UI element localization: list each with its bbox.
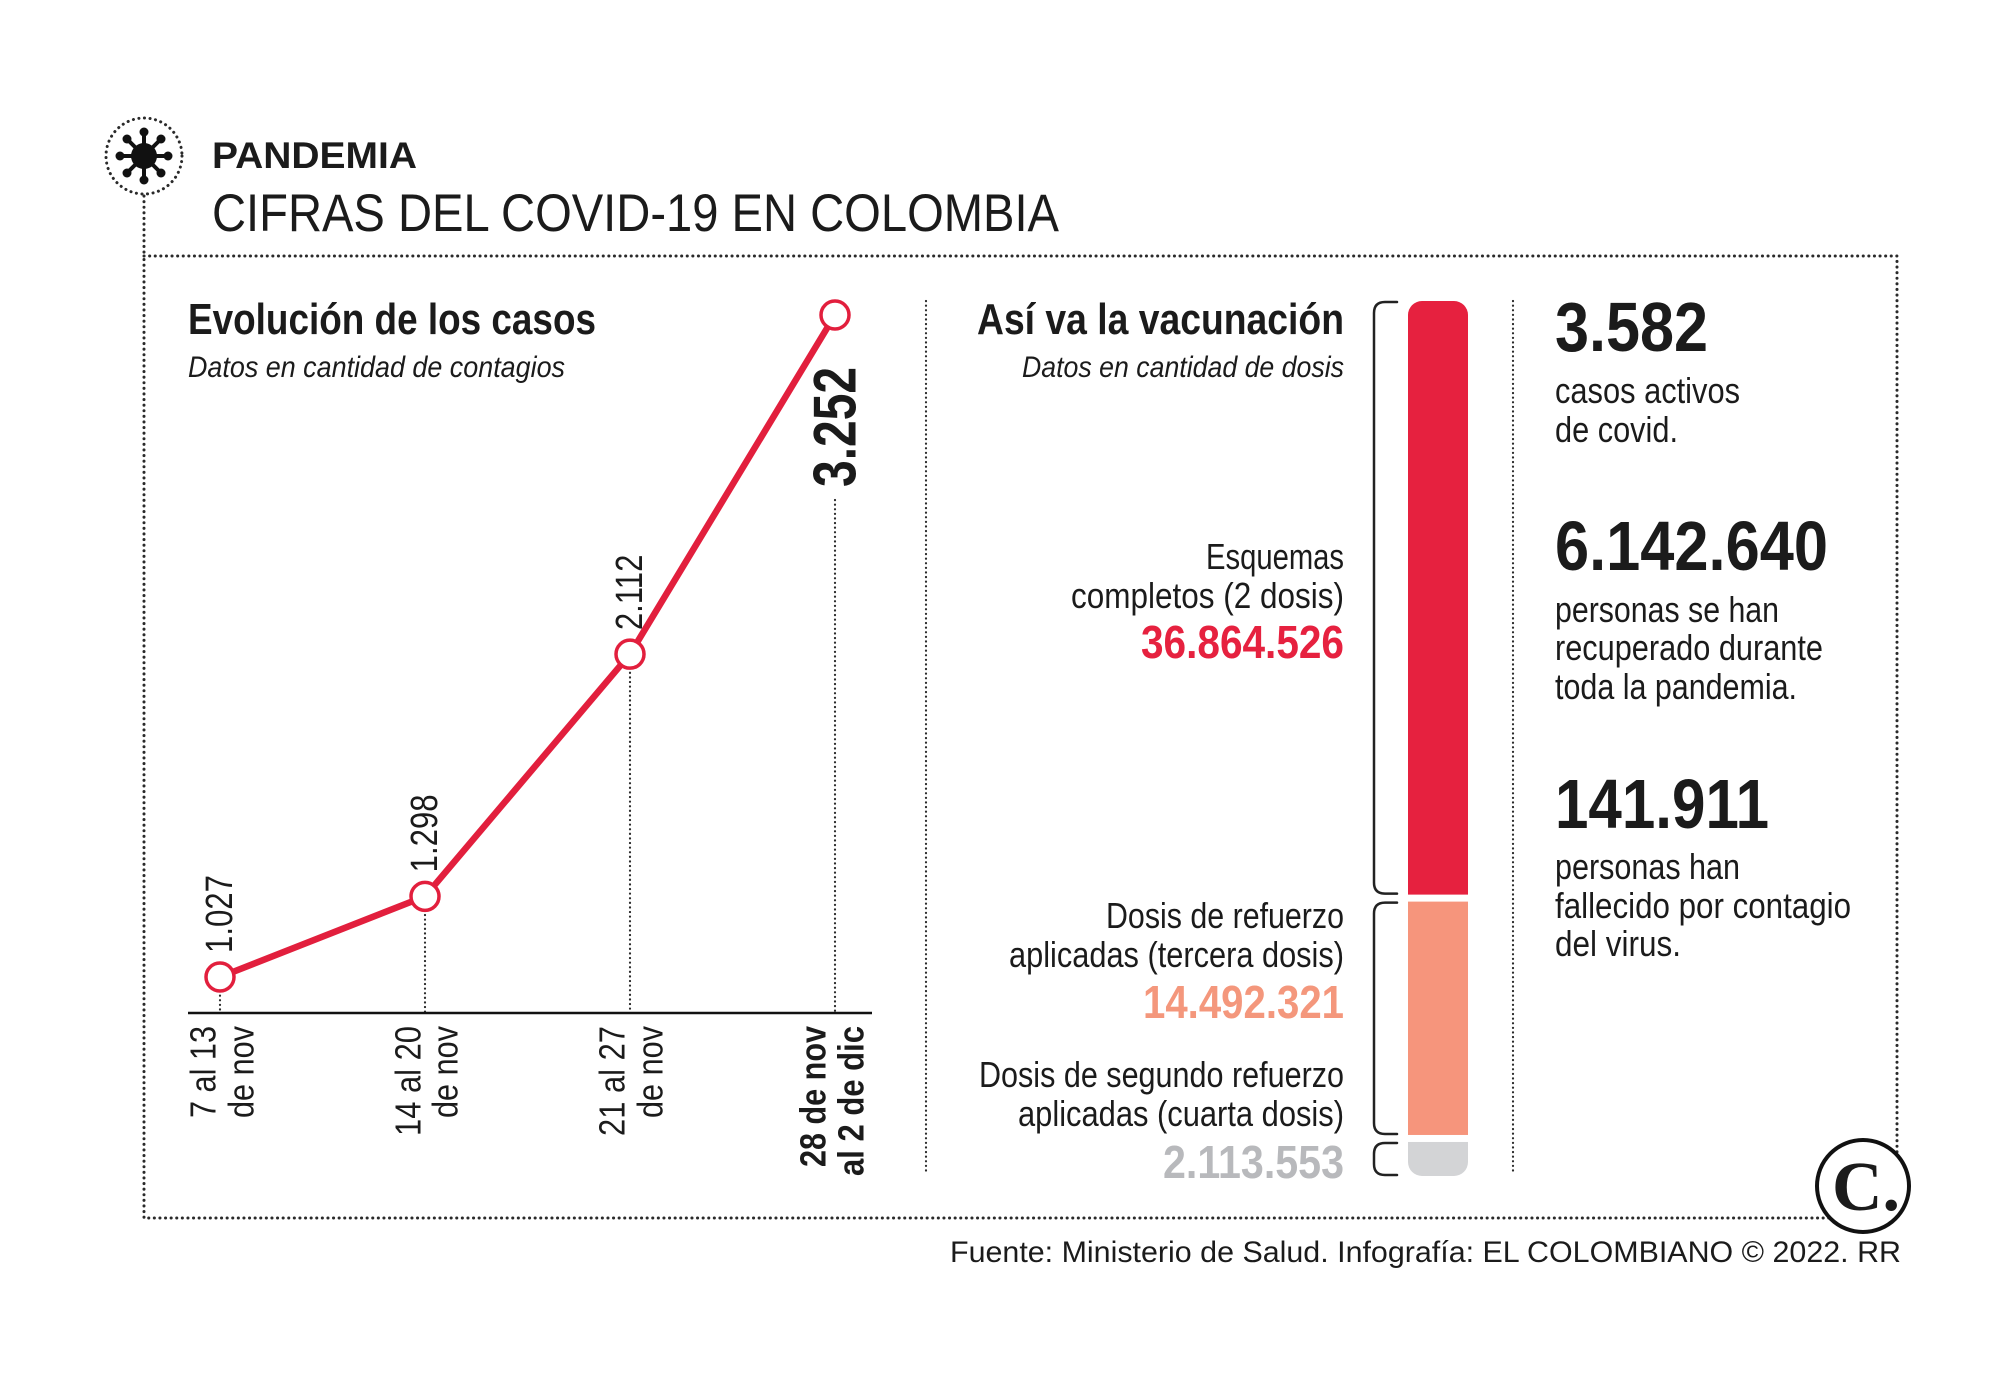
data-label: 3.252	[801, 367, 868, 487]
segment-label: aplicadas (tercera dosis)	[1009, 934, 1344, 975]
x-tick-label: de nov	[630, 1026, 671, 1118]
stat-text: del virus.	[1555, 923, 1681, 964]
section-kicker: PANDEMIA	[212, 135, 417, 176]
stat-text: recuperado durante	[1555, 627, 1823, 668]
segment-label: Dosis de segundo refuerzo	[979, 1054, 1344, 1095]
stat-text: personas se han	[1555, 589, 1779, 630]
x-tick-label: 14 al 20	[388, 1026, 429, 1136]
stat-value: 6.142.640	[1555, 507, 1828, 585]
virus-icon-ring	[104, 116, 184, 196]
virus-icon	[104, 116, 184, 196]
segment-value: 36.864.526	[1141, 616, 1344, 668]
bar-segment	[1408, 301, 1468, 895]
x-tick-label: de nov	[221, 1026, 262, 1118]
content-frame	[142, 254, 1899, 1220]
data-label: 1.298	[404, 794, 446, 872]
bar-segment	[1408, 901, 1468, 1135]
stat-text: personas han	[1555, 846, 1740, 887]
segment-label: Esquemas	[1206, 536, 1344, 577]
stat-recovered: 6.142.640 personas se han recuperado dur…	[1555, 507, 1828, 707]
x-tick-label: 7 al 13	[183, 1026, 224, 1118]
data-label: 1.027	[199, 875, 241, 953]
segment-brackets	[1372, 300, 1399, 1177]
segment-label-fourth-dose: Dosis de segundo refuerzo aplicadas (cua…	[979, 1054, 1344, 1188]
segment-label-third-dose: Dosis de refuerzo aplicadas (tercera dos…	[1009, 895, 1344, 1028]
stat-text: casos activos	[1555, 370, 1740, 411]
segment-label: aplicadas (cuarta dosis)	[1018, 1093, 1344, 1134]
segment-label: Dosis de refuerzo	[1106, 895, 1344, 936]
x-tick-label: de nov	[425, 1026, 466, 1118]
stat-text: toda la pandemia.	[1555, 666, 1797, 707]
source-credit: Fuente: Ministerio de Salud. Infografía:…	[950, 1236, 1901, 1269]
segment-label-full-schemes: Esquemas completos (2 dosis) 36.864.526	[1071, 536, 1344, 668]
page-title: CIFRAS DEL COVID-19 EN COLOMBIA	[212, 184, 1060, 243]
data-point	[409, 880, 441, 913]
data-point	[819, 299, 851, 331]
virus-icon-tips	[115, 127, 173, 185]
stat-value: 3.582	[1555, 288, 1708, 366]
stat-value: 141.911	[1555, 765, 1769, 843]
virus-icon-core	[131, 143, 157, 169]
stat-deaths: 141.911 personas han fallecido por conta…	[1555, 765, 1851, 964]
cases-chart-subtitle: Datos en cantidad de contagios	[188, 351, 565, 384]
stat-text: de covid.	[1555, 409, 1678, 450]
data-point	[614, 638, 646, 670]
cases-series-line	[216, 311, 839, 981]
x-tick-label: 28 de nov	[793, 1026, 834, 1167]
el-colombiano-logo: C.	[1815, 1138, 1911, 1234]
logo-letter: C.	[1832, 1149, 1900, 1226]
bar-segment	[1408, 1141, 1468, 1176]
segment-bracket	[1372, 901, 1399, 1136]
stat-text: fallecido por contagio	[1555, 885, 1851, 926]
cases-chart-title: Evolución de los casos	[188, 295, 596, 344]
x-tick-labels: 7 al 13 de nov 14 al 20 de nov 21 al 27 …	[183, 1026, 872, 1176]
x-tick-label: al 2 de dic	[831, 1026, 872, 1176]
cases-line-chart: 1.027 1.298 2.112 3.252	[199, 299, 869, 1015]
vaccination-chart-title: Así va la vacunación	[977, 295, 1344, 344]
vaccination-chart-subtitle: Datos en cantidad de dosis	[1022, 351, 1344, 384]
segment-bracket	[1372, 1141, 1399, 1177]
stat-active-cases: 3.582 casos activos de covid.	[1555, 288, 1740, 450]
data-label: 2.112	[609, 555, 651, 631]
segment-value: 14.492.321	[1143, 976, 1344, 1028]
segment-bracket	[1372, 300, 1399, 895]
vaccination-stacked-bar	[1408, 301, 1468, 1176]
x-tick-label: 21 al 27	[592, 1026, 633, 1136]
data-point	[204, 961, 236, 993]
segment-value: 2.113.553	[1163, 1136, 1344, 1188]
guide-lines	[218, 498, 837, 1015]
segment-label: completos (2 dosis)	[1071, 575, 1344, 616]
logo-ring	[1815, 1138, 1911, 1234]
